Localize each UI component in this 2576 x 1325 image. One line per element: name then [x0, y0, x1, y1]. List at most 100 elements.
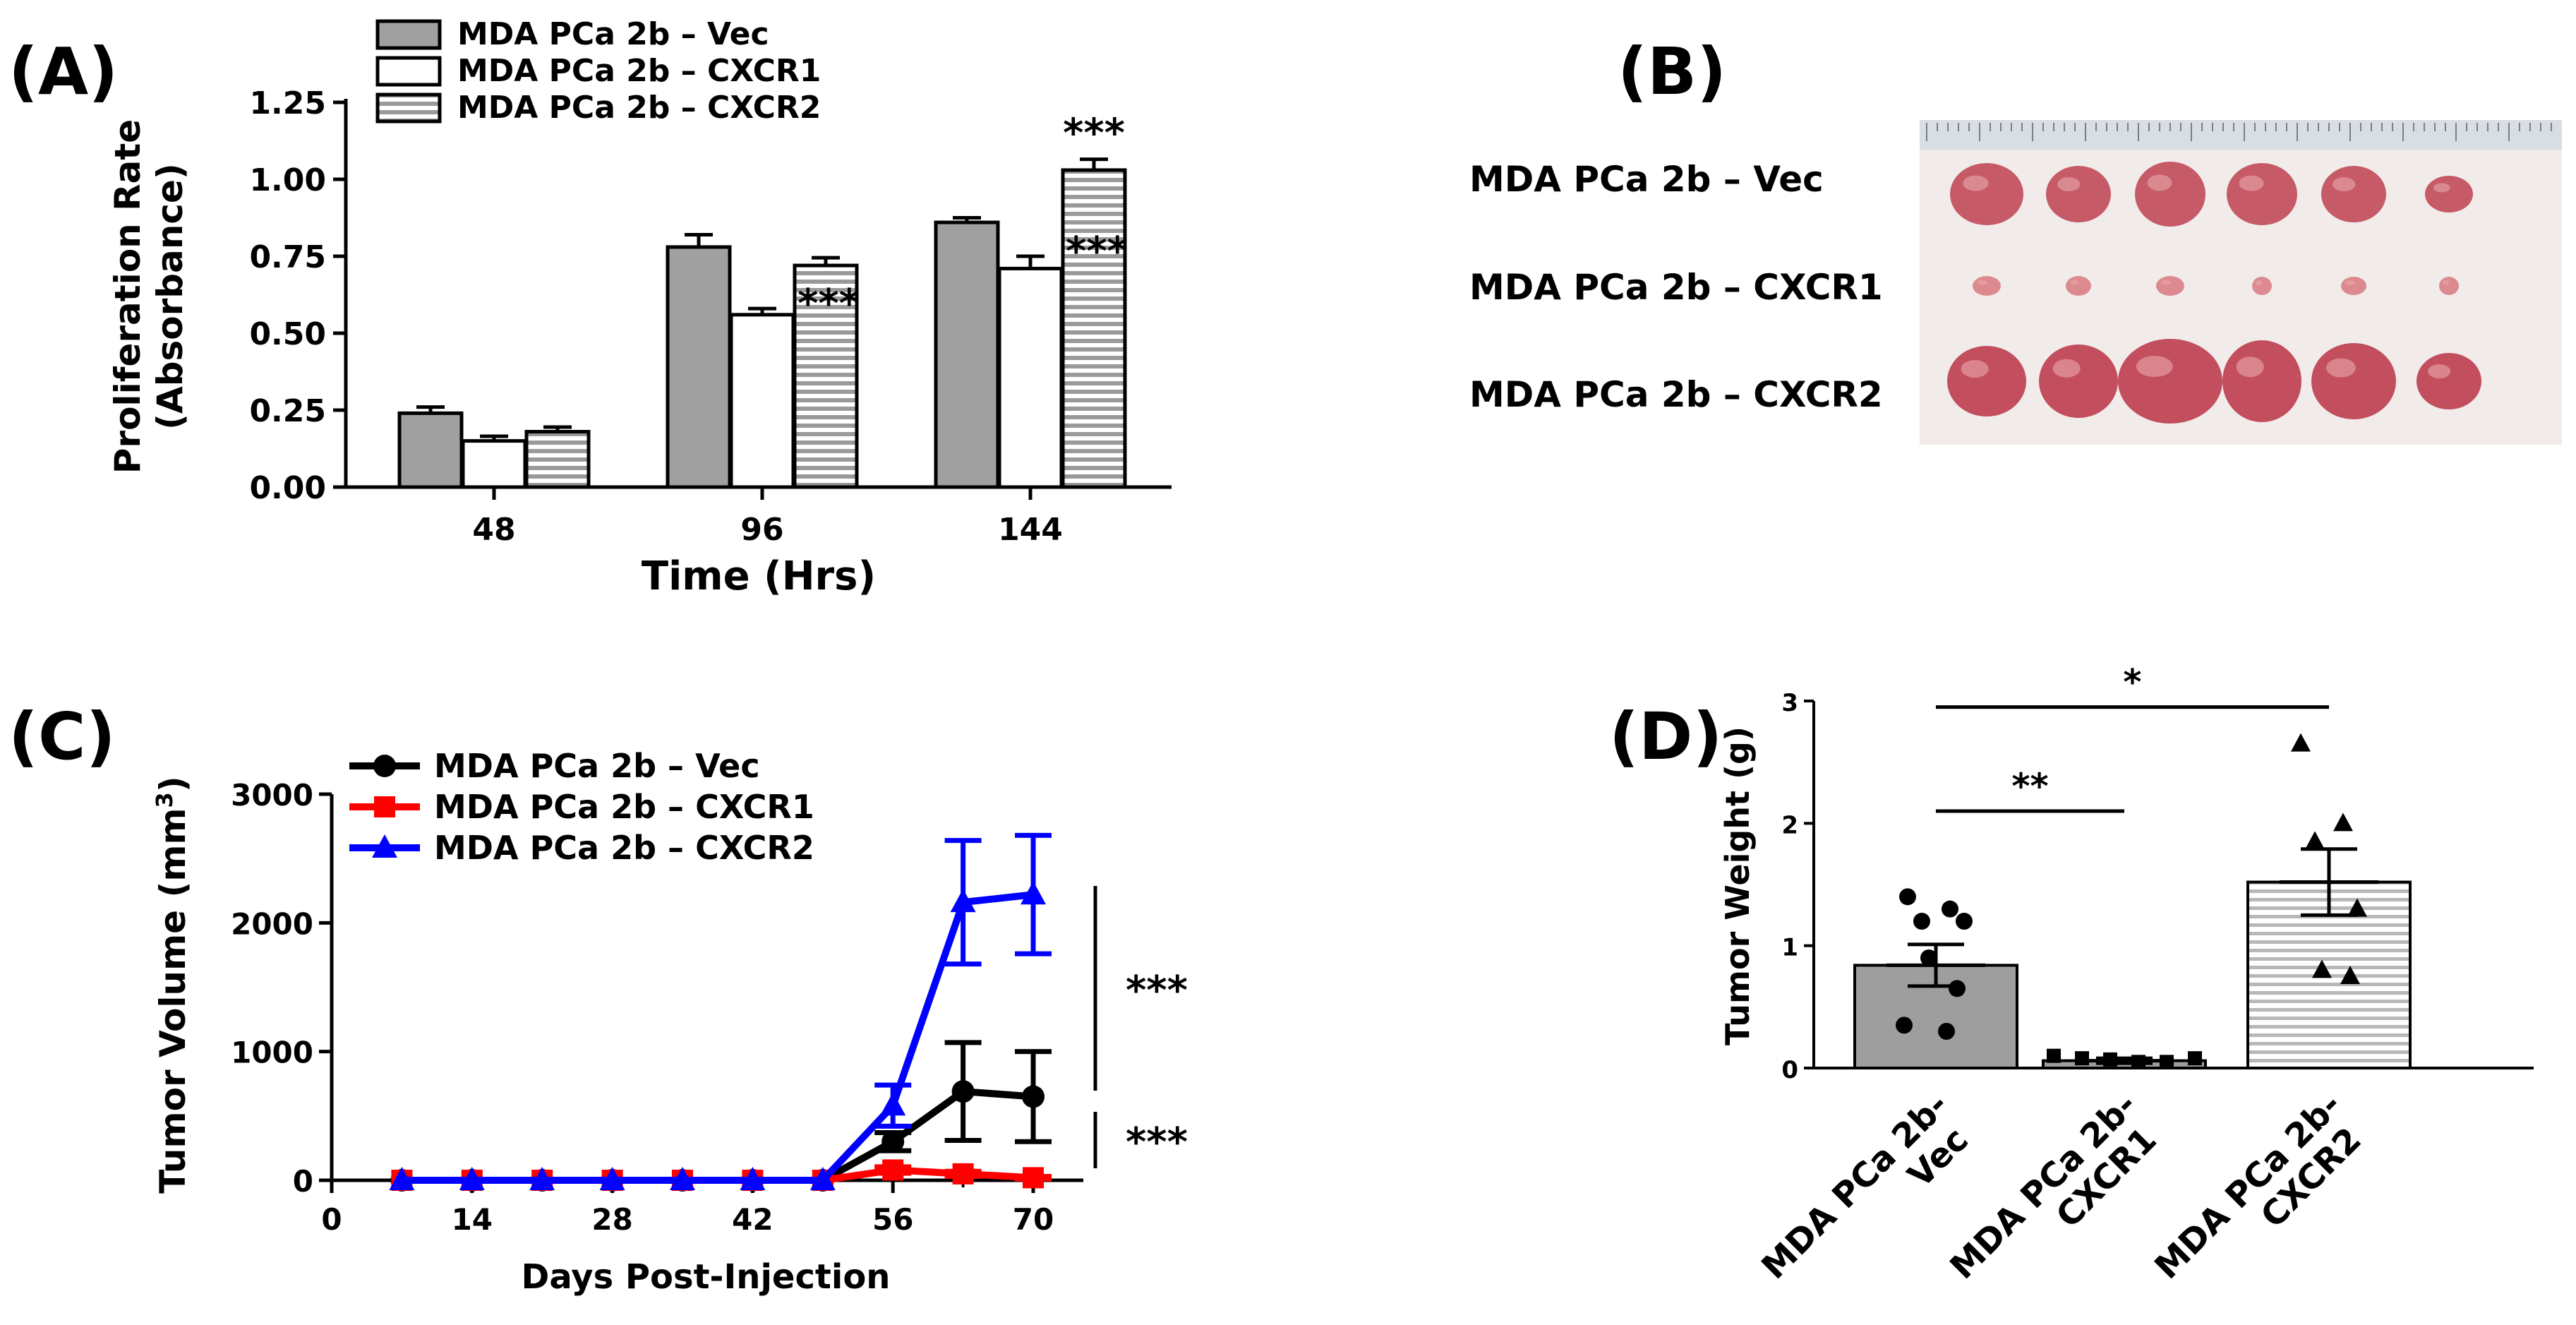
y-tick-label-a: 0.25: [249, 393, 326, 429]
y-tick-label-c: 3000: [231, 778, 313, 813]
data-point-d: [1896, 1017, 1913, 1034]
y-tick-label-a: 1.00: [249, 162, 326, 198]
series-line-c: [402, 891, 1034, 1184]
tumor-highlight: [2255, 280, 2263, 285]
x-tick-label-c: 28: [591, 1202, 632, 1237]
category-label-d: MDA PCa 2b-Vec: [1754, 1085, 1975, 1287]
tumor: [2066, 276, 2091, 296]
data-point-c: [740, 1167, 766, 1190]
tumor: [2227, 163, 2297, 225]
tumor: [2039, 344, 2118, 418]
data-point-c: [529, 1167, 555, 1190]
data-point-d: [2291, 733, 2311, 752]
tumor-highlight: [2070, 280, 2079, 285]
legend-label-a: MDA PCa 2b – CXCR2: [457, 90, 821, 126]
tumor-highlight: [2239, 175, 2264, 191]
x-tick-label-c: 14: [452, 1202, 493, 1237]
tumor: [2135, 162, 2205, 227]
data-point-d: [2305, 831, 2325, 850]
legend-label-c: MDA PCa 2b – CXCR1: [434, 788, 814, 826]
tumor-highlight: [1978, 280, 1987, 285]
bar-a: [461, 439, 527, 489]
legend-label-c: MDA PCa 2b – CXCR2: [434, 829, 814, 867]
panel-label-b: (B): [1618, 34, 1727, 109]
tumor-highlight: [2326, 358, 2356, 378]
bar-a: [666, 245, 732, 489]
y-axis-label-c: Tumor Volume (mm3): [151, 776, 193, 1193]
y-tick-label-d: 1: [1781, 934, 1798, 962]
tumor: [2156, 276, 2184, 296]
legend-label-a: MDA PCa 2b – CXCR1: [457, 53, 821, 89]
data-point-c: [1021, 881, 1046, 905]
y-tick-label-a: 1.25: [249, 85, 326, 121]
tumor: [1950, 163, 2023, 225]
tumor: [2416, 353, 2481, 409]
tumor-highlight: [2345, 280, 2354, 285]
x-tick-label-a: 144: [998, 512, 1063, 548]
x-tick-label-c: 0: [321, 1202, 342, 1237]
data-point-d: [2047, 1048, 2061, 1063]
tumor: [1947, 346, 2026, 416]
data-point-d: [2333, 813, 2353, 832]
data-point-d: [1913, 913, 1930, 930]
data-point-d: [2312, 959, 2332, 978]
x-tick-label-c: 42: [732, 1202, 773, 1237]
significance-a: ***: [1063, 111, 1125, 157]
tumor-highlight: [1961, 360, 1989, 378]
data-point-c: [950, 889, 976, 913]
bar-a: [997, 266, 1064, 489]
y-tick-label-c: 2000: [231, 906, 313, 941]
y-tick-label-d: 0: [1781, 1056, 1798, 1084]
data-point-c: [882, 1159, 904, 1181]
tumor: [2222, 340, 2301, 422]
significance-label-c: ***: [1126, 968, 1188, 1014]
tumor: [2118, 339, 2222, 424]
tumor-highlight: [2057, 177, 2081, 191]
data-point-d: [2340, 966, 2360, 984]
bar-a: [729, 313, 795, 489]
category-label-d: MDA PCa 2b-CXCR1: [1942, 1085, 2164, 1287]
bar-a: [397, 411, 464, 489]
tumor: [2252, 277, 2272, 295]
tumor-highlight: [2161, 280, 2171, 285]
photo-row-label-vec: MDA PCa 2b – Vec: [1469, 159, 1824, 200]
data-point-d: [2103, 1052, 2117, 1067]
y-tick-label-a: 0.00: [249, 470, 326, 506]
tumor-highlight: [2052, 359, 2081, 378]
x-tick-label-a: 48: [472, 512, 515, 548]
data-point-c: [459, 1167, 485, 1190]
tumor-highlight: [2428, 364, 2451, 378]
bar-a: [524, 430, 591, 489]
significance-a: ***: [798, 281, 860, 327]
tumor-highlight: [2147, 174, 2172, 191]
y-tick-label-d: 3: [1781, 689, 1798, 717]
data-point-d: [2131, 1055, 2145, 1069]
tumor-highlight: [2442, 280, 2450, 285]
legend-label-c: MDA PCa 2b – Vec: [434, 747, 760, 785]
legend-swatch-a: [375, 19, 442, 50]
ruler: [1920, 120, 2562, 150]
legend-marker-c: [374, 796, 395, 817]
y-tick-label-d: 2: [1781, 811, 1798, 839]
x-tick-label-c: 70: [1013, 1202, 1054, 1237]
data-point-d: [1938, 1023, 1955, 1040]
photo-row-label-cxcr1: MDA PCa 2b – CXCR1: [1469, 267, 1883, 308]
tumor: [1973, 276, 2001, 296]
y-axis-label-a-line1: Proliferation Rate: [107, 119, 148, 474]
data-point-d: [1899, 888, 1916, 906]
tumor: [2321, 166, 2386, 222]
y-tick-label-c: 0: [293, 1164, 313, 1199]
legend-swatch-a: [375, 92, 442, 124]
data-point-c: [951, 1080, 975, 1103]
data-point-c: [952, 1163, 974, 1185]
panel-label-a: (A): [8, 34, 119, 109]
x-axis-label-a: Time (Hrs): [642, 553, 876, 599]
tumor-highlight: [2433, 183, 2450, 193]
legend-label-a: MDA PCa 2b – Vec: [457, 16, 769, 52]
tumor-highlight: [2236, 356, 2264, 378]
tumor: [2311, 343, 2396, 419]
tumor-highlight: [2136, 356, 2173, 377]
y-axis-label-d: Tumor Weight (g): [1719, 726, 1757, 1045]
